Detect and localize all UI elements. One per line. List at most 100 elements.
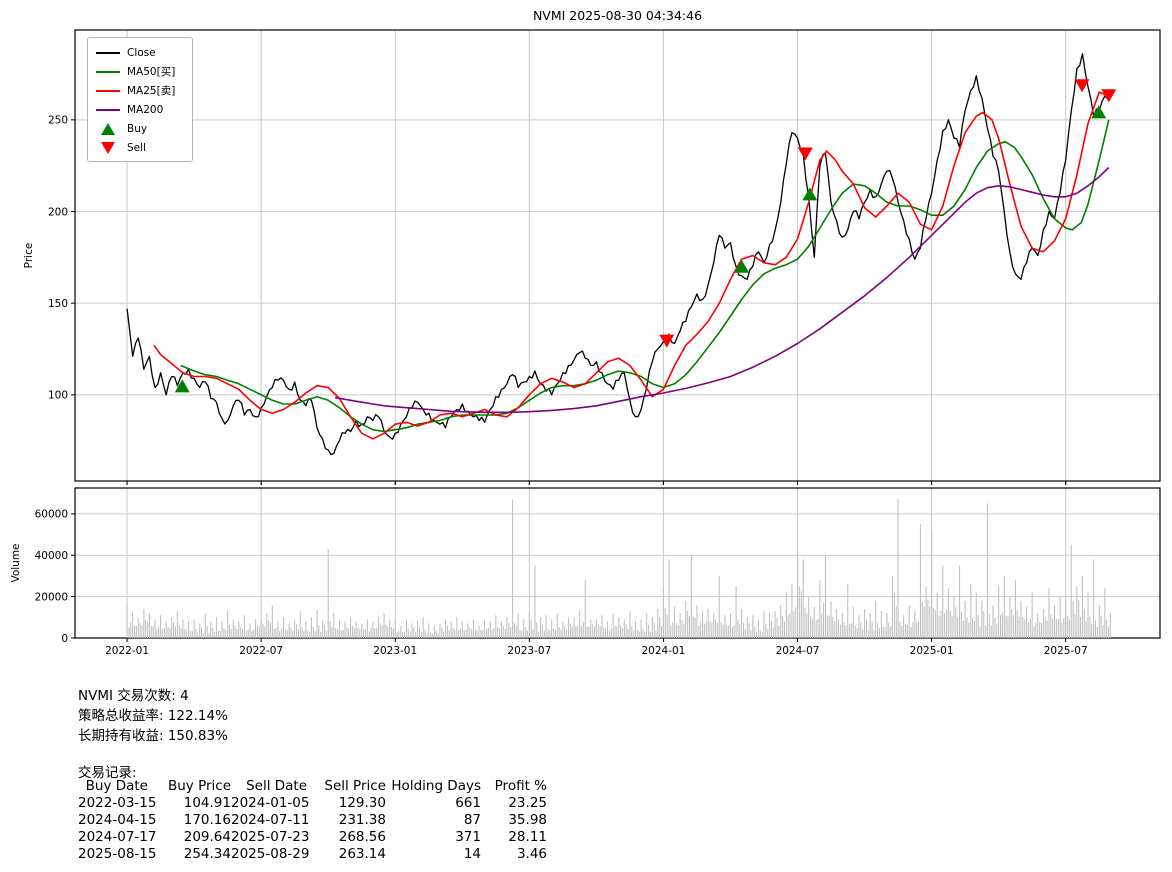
volume-bar (705, 621, 707, 638)
volume-bar (493, 628, 495, 638)
volume-bar (415, 632, 417, 638)
volume-bar (975, 592, 977, 638)
volume-bar (785, 592, 787, 638)
volume-bar (182, 619, 184, 638)
volume-bar (986, 503, 988, 638)
volume-bar (744, 629, 746, 638)
volume-bar (813, 607, 815, 638)
table-cell: 209.64 (183, 829, 231, 845)
volume-bar (478, 625, 480, 638)
x-tick-label: 2022-01 (105, 645, 149, 657)
volume-bar (599, 626, 601, 638)
volume-bar (856, 628, 858, 638)
volume-bar (1083, 608, 1085, 638)
volume-bar (851, 623, 853, 638)
volume-bar (530, 620, 532, 638)
volume-bar (441, 627, 443, 638)
volume-bar (882, 626, 884, 638)
table-cell: 2025-08-29 (231, 846, 310, 862)
volume-bar (314, 631, 316, 638)
volume-bar (698, 625, 700, 638)
volume-bar (322, 619, 324, 638)
volume-bar (944, 612, 946, 638)
volume-bar (646, 613, 648, 638)
volume-bar (921, 601, 923, 638)
volume-bar (389, 619, 391, 638)
volume-bar (323, 624, 325, 638)
volume-bar (560, 629, 562, 638)
volume-bar (1020, 600, 1022, 638)
volume-bar (167, 626, 169, 638)
volume-bar (357, 627, 359, 638)
volume-bar (731, 626, 733, 638)
volume-bar (627, 629, 629, 638)
volume-bar (582, 621, 584, 638)
volume-bar (579, 611, 581, 638)
volume-bar (249, 623, 251, 638)
volume-bar (1026, 607, 1028, 638)
volume-bar (728, 625, 730, 638)
legend-line-swatch (96, 51, 120, 54)
table-cell: 28.11 (508, 829, 547, 845)
volume-bar (687, 610, 689, 638)
volume-bar (506, 617, 508, 638)
volume-bar (476, 630, 478, 638)
volume-bar (515, 625, 517, 638)
volume-bar (819, 580, 821, 638)
volume-bar (778, 625, 780, 638)
volume-bar (439, 623, 441, 638)
volume-bar (214, 631, 216, 638)
volume-bar (893, 592, 895, 638)
buy-marker (1091, 105, 1107, 119)
volume-bar (580, 626, 582, 638)
volume-bar (197, 632, 199, 638)
volume-bar (659, 617, 661, 638)
volume-bar (1068, 619, 1070, 638)
volume-bar (413, 627, 415, 638)
volume-bar (601, 615, 603, 638)
volume-bar (718, 575, 720, 638)
volume-bar (456, 617, 458, 638)
volume-bar (174, 626, 176, 638)
legend-label: Buy (127, 122, 148, 135)
volume-bar (1100, 615, 1102, 638)
volume-bar (1074, 614, 1076, 638)
volume-bar (782, 616, 784, 638)
legend-item-buy: Buy (96, 119, 184, 138)
volume-bar (264, 626, 266, 638)
volume-bar (629, 611, 631, 638)
volume-bar (955, 607, 957, 638)
volume-bar (616, 626, 618, 638)
volume-bar (253, 629, 255, 638)
volume-bar (281, 628, 283, 638)
volume-bar (394, 621, 396, 638)
volume-bar (871, 621, 873, 638)
volume-bar (1087, 592, 1089, 638)
volume-bar (186, 630, 188, 638)
volume-bar (621, 628, 623, 638)
volume-bar (1029, 619, 1031, 638)
volume-bar (741, 609, 743, 638)
volume-bar (525, 627, 527, 638)
volume-bar (1098, 604, 1100, 638)
volume-bar (886, 613, 888, 638)
volume-bar (716, 623, 718, 638)
volume-bar (897, 499, 899, 638)
volume-bar (370, 627, 372, 638)
trade-count-line: NVMI 交易次数: 4 (78, 688, 189, 704)
volume-bar (653, 622, 655, 638)
volume-bar (400, 625, 402, 638)
volume-bar (558, 626, 560, 638)
volume-bar (523, 619, 525, 638)
volume-bar (677, 624, 679, 638)
volume-bar (195, 629, 197, 638)
sell-marker (1074, 79, 1090, 93)
volume-bar (996, 623, 998, 638)
volume-bar (957, 617, 959, 638)
volume-bar (1057, 619, 1059, 638)
buy-marker (734, 259, 750, 273)
volume-bar (1000, 615, 1002, 638)
volume-bar (608, 630, 610, 638)
buy-marker (802, 187, 818, 201)
volume-bar (770, 620, 772, 638)
